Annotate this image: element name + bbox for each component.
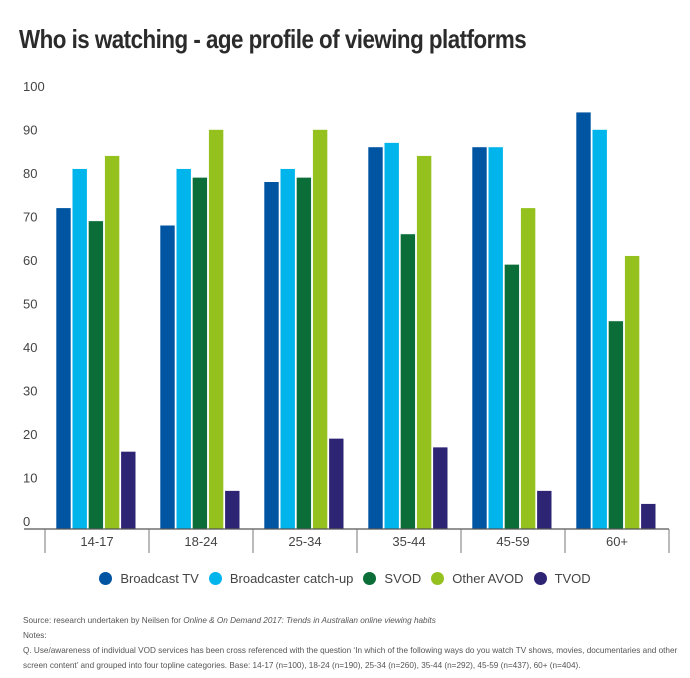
bar-other-avod-60plus [624,255,640,530]
bar-broadcaster-catch-up-35-44 [383,142,400,530]
bar-broadcast-tv-45-59 [471,146,488,530]
x-tick-label: 18-24 [184,534,217,549]
legend-swatch-icon [363,572,377,585]
bar-broadcaster-catch-up-45-59 [487,146,504,530]
legend-item: SVOD [363,571,421,586]
bar-other-avod-45-59 [520,207,536,530]
bars [55,111,657,530]
bar-tvod-60plus [640,503,657,530]
y-tick-label: 70 [23,210,37,225]
bar-svod-45-59 [504,264,520,530]
y-axis-ticks: 0 10 20 30 40 50 60 70 80 90 100 [23,79,45,529]
legend-label: Broadcast TV [120,571,199,586]
legend: Broadcast TV Broadcaster catch-up SVOD Othe… [0,571,690,586]
y-tick-label: 100 [23,79,45,94]
y-tick-label: 50 [23,297,37,312]
footnotes: Source: research undertaken by Neilsen f… [23,613,683,673]
bar-broadcast-tv-14-17 [55,207,72,530]
legend-label: TVOD [554,571,591,586]
bar-broadcaster-catch-up-25-34 [279,168,296,530]
bar-other-avod-25-34 [312,129,328,530]
legend-item: Broadcaster catch-up [208,571,354,586]
x-tick-label: 35-44 [392,534,425,549]
legend-label: Other AVOD [452,571,524,586]
bar-broadcast-tv-60plus [575,111,592,530]
legend-swatch-icon [533,572,547,585]
bar-broadcaster-catch-up-14-17 [71,168,88,530]
legend-label: SVOD [384,571,422,586]
x-axis: 14-17 18-24 25-34 35-44 45-59 60+ [24,528,670,553]
bar-tvod-18-24 [224,490,241,530]
source-note: Source: research undertaken by Neilsen f… [23,613,683,628]
note-question: Q. Use/awareness of individual VOD servi… [23,646,678,670]
source-title: Online & On Demand 2017: Trends in Austr… [183,616,436,625]
chart-title: Who is watching - age profile of viewing… [19,24,527,54]
x-tick-label: 25-34 [288,534,321,549]
y-tick-label: 90 [23,123,37,138]
bar-svod-35-44 [400,233,416,530]
legend-swatch-icon [99,572,113,585]
bar-tvod-25-34 [328,438,345,530]
bar-broadcast-tv-25-34 [263,181,280,530]
x-tick-label: 60+ [606,534,628,549]
legend-swatch-icon [208,572,222,585]
y-tick-label: 40 [23,340,37,355]
y-tick-label: 80 [23,166,37,181]
x-tick-label: 45-59 [496,534,529,549]
y-tick-label: 30 [23,384,37,399]
bar-broadcaster-catch-up-18-24 [175,168,192,530]
y-tick-label: 60 [23,253,37,268]
legend-swatch-icon [431,572,445,585]
y-tick-label: 20 [23,427,37,442]
bar-broadcaster-catch-up-60plus [591,129,608,530]
legend-label: Broadcaster catch-up [229,571,354,586]
y-tick-label: 10 [23,471,37,486]
y-tick-label: 0 [23,514,30,529]
legend-item: Other AVOD [431,571,524,586]
legend-item: TVOD [533,571,591,586]
bar-broadcast-tv-35-44 [367,146,384,530]
notes-label: Notes: [23,631,47,640]
bar-other-avod-18-24 [208,129,224,530]
bar-svod-25-34 [296,177,312,530]
bar-chart: 0 10 20 30 40 50 60 70 80 90 100 14-17 18-24 25-34 35… [23,79,670,553]
bar-tvod-14-17 [120,451,137,530]
bar-svod-18-24 [192,177,208,530]
bar-other-avod-35-44 [416,155,432,530]
legend-item: Broadcast TV [99,571,199,586]
bar-tvod-45-59 [536,490,553,530]
bar-broadcast-tv-18-24 [159,224,176,530]
bar-svod-14-17 [88,220,104,530]
x-tick-label: 14-17 [80,534,113,549]
source-prefix: Source: research undertaken by Neilsen f… [23,616,184,625]
bar-svod-60plus [608,320,624,530]
bar-tvod-35-44 [432,446,449,530]
bar-other-avod-14-17 [104,155,120,530]
